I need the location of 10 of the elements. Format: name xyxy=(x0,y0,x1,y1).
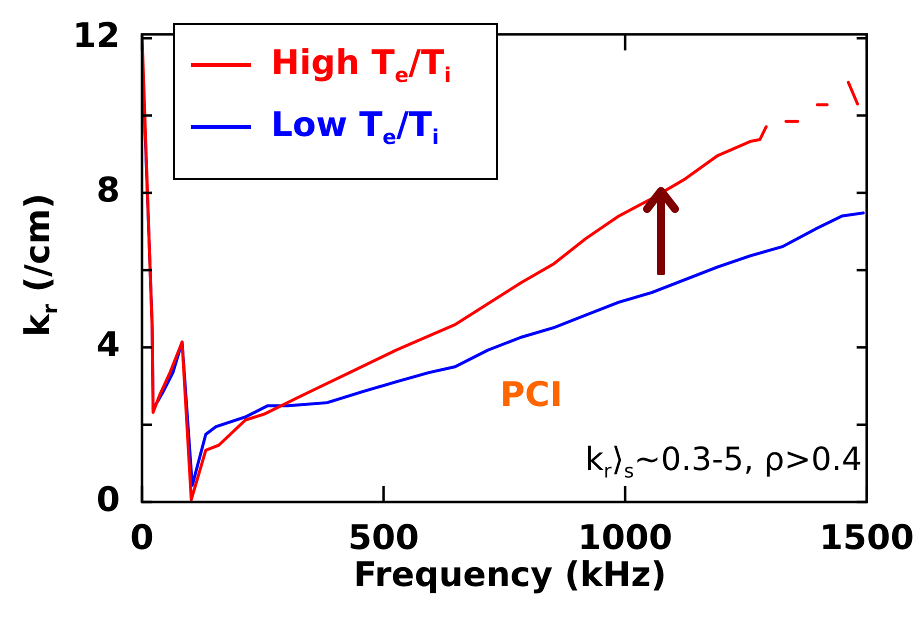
x-tick-label: 1500 xyxy=(819,518,914,558)
x-tick-label: 0 xyxy=(130,518,154,558)
y-tick-label: 8 xyxy=(96,170,120,211)
y-tick-label: 0 xyxy=(96,480,120,520)
y-tick-label: 4 xyxy=(96,325,120,366)
annotation: PCI xyxy=(500,375,563,415)
legend-label: High T$_{e}$/T$_{i}$ xyxy=(270,43,452,87)
annotation: k$_{r}$⟩$_{s}$~0.3-5, ρ>0.4 xyxy=(585,440,862,482)
legend-label: Low T$_{e}$/T$_{i}$ xyxy=(270,105,439,149)
y-tick-label: 12 xyxy=(72,16,120,56)
